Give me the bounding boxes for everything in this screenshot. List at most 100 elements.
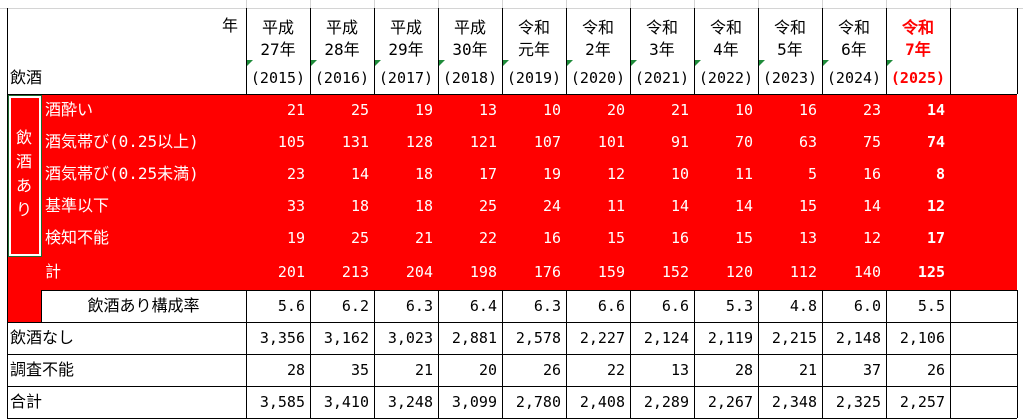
column-border	[502, 290, 503, 418]
column-header-year: 4年	[713, 40, 739, 59]
header-gridline	[886, 0, 887, 8]
total-row-value: 3,410	[323, 393, 369, 411]
drink-row-value: 24	[542, 197, 561, 215]
row-border	[7, 322, 1017, 323]
column-header-western-year: (2018)	[442, 69, 498, 87]
no-drink-row-value: 2,124	[643, 329, 689, 347]
drink-row-value: 14	[670, 197, 689, 215]
subtotal-row-label: 計	[45, 262, 62, 281]
drink-row-value: 14	[926, 101, 945, 119]
column-border	[822, 8, 823, 94]
drink-rows-highlight	[7, 94, 1017, 290]
drink-row-value: 17	[926, 229, 945, 247]
cell-comment-marker	[439, 60, 445, 66]
ratio-row-value: 6.6	[597, 297, 625, 315]
column-header-western-year: (2016)	[314, 69, 370, 87]
total-row-value: 2,408	[579, 393, 625, 411]
drink-row-value: 105	[277, 133, 305, 151]
column-header-western-year: (2023)	[762, 69, 818, 87]
drink-row-value: 128	[405, 133, 433, 151]
column-border	[310, 290, 311, 418]
column-header-western-year: (2015)	[250, 69, 306, 87]
drink-row-value: 14	[734, 197, 753, 215]
drink-row-value: 25	[350, 101, 369, 119]
column-border	[886, 8, 887, 94]
drink-row-value: 11	[734, 165, 753, 183]
drink-row-value: 21	[414, 229, 433, 247]
column-header-year: 5年	[777, 40, 803, 59]
ratio-row-value: 4.8	[789, 297, 817, 315]
drink-row-value: 23	[862, 101, 881, 119]
drink-row-value: 17	[478, 165, 497, 183]
header-gridline	[246, 0, 247, 8]
ratio-row-value: 6.4	[469, 297, 497, 315]
column-border	[566, 290, 567, 418]
column-border	[246, 8, 247, 94]
unknown-row-value: 13	[670, 361, 689, 379]
unknown-row-value: 21	[798, 361, 817, 379]
column-border	[246, 290, 247, 418]
subtotal-row-value: 201	[277, 263, 305, 281]
drink-row-value: 13	[478, 101, 497, 119]
ratio-row-marker	[7, 290, 41, 322]
column-border	[694, 290, 695, 418]
column-border	[822, 290, 823, 418]
corner-year-label: 年	[222, 16, 239, 35]
drink-row-value: 14	[350, 165, 369, 183]
column-border	[1017, 290, 1018, 418]
column-header-year: 29年	[388, 40, 424, 59]
header-gridline	[0, 8, 1023, 9]
unknown-row-value: 28	[286, 361, 305, 379]
ratio-row-value: 6.0	[853, 297, 881, 315]
total-row-value: 3,585	[259, 393, 305, 411]
ratio-row-value: 6.3	[405, 297, 433, 315]
drink-row-value: 16	[798, 101, 817, 119]
drink-row-value: 10	[734, 101, 753, 119]
cell-comment-marker	[375, 60, 381, 66]
header-gridline	[374, 0, 375, 8]
cell-comment-marker	[247, 60, 253, 66]
cell-comment-marker	[567, 60, 573, 66]
drink-row-label: 酒気帯び(0.25以上)	[45, 132, 199, 151]
header-gridline	[502, 0, 503, 8]
drink-row-value: 11	[606, 197, 625, 215]
drink-group-label-char: り	[16, 200, 33, 219]
no-drink-row-value: 2,119	[707, 329, 753, 347]
header-gridline	[950, 0, 951, 8]
column-header-western-year: (2021)	[634, 69, 690, 87]
drink-row-value: 19	[542, 165, 561, 183]
no-drink-row-value: 3,356	[259, 329, 305, 347]
drink-group-label-char: あ	[16, 176, 33, 195]
column-border	[694, 8, 695, 94]
column-border	[630, 290, 631, 418]
cell-comment-marker	[695, 60, 701, 66]
unknown-row-value: 22	[606, 361, 625, 379]
cell-comment-marker	[759, 60, 765, 66]
row-border	[7, 94, 1017, 95]
no-drink-row-value: 2,106	[899, 329, 945, 347]
drink-row-value: 10	[542, 101, 561, 119]
column-header-era: 令和	[773, 18, 806, 37]
unknown-row-label: 調査不能	[10, 360, 75, 379]
drink-row-value: 10	[670, 165, 689, 183]
no-drink-row-value: 3,023	[387, 329, 433, 347]
drink-row-value: 33	[286, 197, 305, 215]
ratio-row-label: 飲酒あり構成率	[87, 296, 200, 315]
column-border	[438, 8, 439, 94]
subtotal-row-value: 120	[725, 263, 753, 281]
subtotal-row-value: 112	[789, 263, 817, 281]
column-border	[374, 290, 375, 418]
drink-row-label: 酒気帯び(0.25未満)	[45, 164, 199, 183]
column-header-western-year: (2017)	[378, 69, 434, 87]
column-border	[758, 290, 759, 418]
header-gridline	[310, 0, 311, 8]
column-header-western-year: (2022)	[698, 69, 754, 87]
subtotal-row-value: 125	[917, 263, 945, 281]
no-drink-row-value: 3,162	[323, 329, 369, 347]
subtotal-row-value: 152	[661, 263, 689, 281]
unknown-row-value: 26	[926, 361, 945, 379]
column-border	[502, 8, 503, 94]
total-row-value: 2,780	[515, 393, 561, 411]
subtotal-row-value: 176	[533, 263, 561, 281]
drink-row-value: 22	[478, 229, 497, 247]
